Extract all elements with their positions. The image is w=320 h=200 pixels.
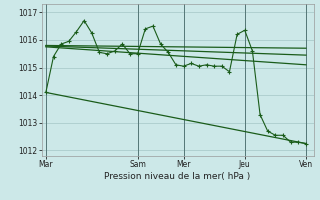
X-axis label: Pression niveau de la mer( hPa ): Pression niveau de la mer( hPa )	[104, 172, 251, 181]
